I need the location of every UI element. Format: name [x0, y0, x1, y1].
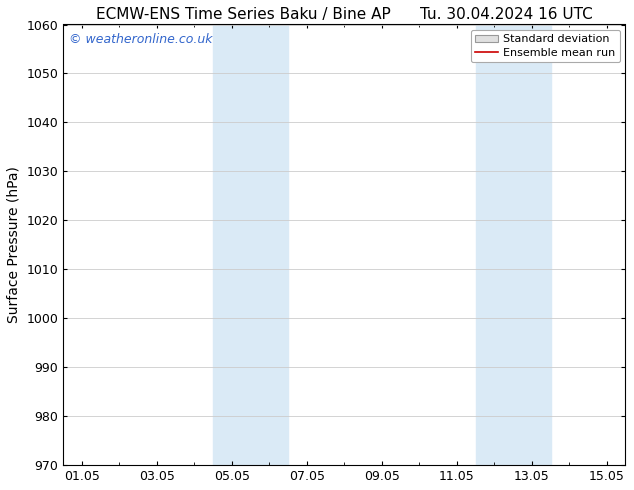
Title: ECMW-ENS Time Series Baku / Bine AP      Tu. 30.04.2024 16 UTC: ECMW-ENS Time Series Baku / Bine AP Tu. … — [96, 7, 593, 22]
Legend: Standard deviation, Ensemble mean run: Standard deviation, Ensemble mean run — [471, 30, 620, 62]
Bar — [213, 24, 288, 465]
Bar — [476, 24, 550, 465]
Y-axis label: Surface Pressure (hPa): Surface Pressure (hPa) — [7, 167, 21, 323]
Text: © weatheronline.co.uk: © weatheronline.co.uk — [69, 33, 212, 47]
